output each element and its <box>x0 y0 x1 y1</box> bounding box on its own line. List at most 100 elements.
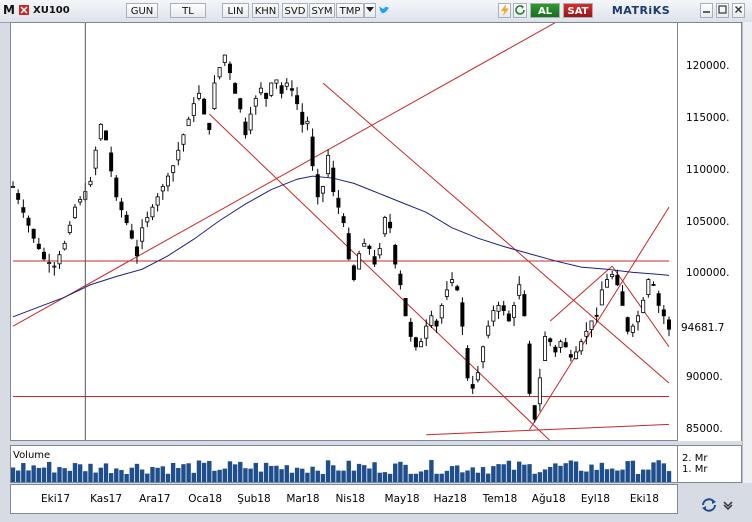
candle-body <box>191 103 196 116</box>
volume-bar <box>325 460 331 482</box>
date-tick-label: May18 <box>384 493 420 505</box>
date-tick-label: Eki18 <box>629 493 659 505</box>
volume-bar <box>506 460 512 482</box>
candle-body <box>610 273 615 277</box>
volume-bar <box>547 466 553 482</box>
settings-arrow-icon[interactable] <box>722 499 736 511</box>
candle-body <box>269 82 274 96</box>
volume-bar <box>77 464 83 482</box>
volume-bar <box>52 472 57 482</box>
candle-body <box>145 217 150 223</box>
trendline-3 <box>426 423 670 436</box>
candle-body <box>186 118 191 127</box>
price-tick-label: 85000. <box>686 422 723 435</box>
trendline-5 <box>208 113 551 440</box>
volume-bar <box>424 469 429 482</box>
currency-button[interactable]: TL <box>170 3 206 18</box>
volume-bar <box>553 463 558 482</box>
khn-button[interactable]: KHN <box>252 3 279 18</box>
price-tick-label: 115000. <box>686 112 730 125</box>
sym-button[interactable]: SYM <box>309 3 335 18</box>
lightning-icon[interactable] <box>498 3 511 18</box>
candle-body <box>57 254 62 265</box>
volume-bar <box>609 468 615 482</box>
volume-axis: 2. Mr 1. Mr <box>678 445 742 483</box>
candle-body <box>424 325 429 339</box>
maximize-button[interactable] <box>716 3 729 18</box>
symbol-field[interactable]: XU100 <box>33 5 70 16</box>
tmp-button[interactable]: TMP <box>336 3 364 18</box>
volume-bar <box>31 465 36 482</box>
volume-bar <box>248 468 253 482</box>
candle-body <box>264 92 269 99</box>
volume-bar <box>496 464 501 482</box>
volume-bar <box>346 460 351 482</box>
volume-bar <box>11 467 16 482</box>
candle-body <box>129 230 134 239</box>
volume-bar <box>191 472 196 482</box>
sync-icon[interactable] <box>700 496 718 514</box>
volume-bar <box>274 465 279 482</box>
volume-panel[interactable]: Volume <box>10 445 678 483</box>
twitter-icon[interactable] <box>377 3 391 18</box>
volume-svg <box>11 460 672 482</box>
candle-body <box>98 123 103 140</box>
volume-bar <box>517 461 522 482</box>
dropdown-arrow-icon[interactable] <box>364 3 376 18</box>
candle-body <box>537 377 542 405</box>
volume-bar <box>486 473 491 482</box>
candle-body <box>341 216 346 224</box>
settings-icon[interactable] <box>18 3 30 18</box>
candle-body <box>543 336 548 361</box>
volume-bar <box>170 462 176 482</box>
candle-body <box>563 342 568 348</box>
volume-bar <box>387 473 393 482</box>
volume-bar <box>568 460 574 482</box>
price-tick-label: 100000. <box>686 267 730 280</box>
price-chart[interactable] <box>10 22 678 441</box>
volume-bar <box>57 467 62 482</box>
price-chart-svg[interactable] <box>11 23 678 441</box>
volume-bar <box>269 465 274 482</box>
volume-bar <box>377 472 382 482</box>
candle-body <box>532 405 537 420</box>
refresh-icon[interactable] <box>513 3 527 18</box>
volume-bar <box>98 467 104 482</box>
candle-body <box>336 197 341 208</box>
volume-bar <box>439 473 444 482</box>
volume-bar <box>93 472 98 482</box>
candle-body <box>202 98 207 115</box>
candle-body <box>119 201 124 211</box>
period-button[interactable]: GUN <box>126 3 158 18</box>
candle-body <box>62 242 67 250</box>
volume-bar <box>62 468 67 482</box>
date-tick-label: Tem18 <box>482 493 518 505</box>
app-logo: M <box>3 3 15 17</box>
date-tick-label: Nis18 <box>335 493 366 505</box>
volume-bar <box>41 467 47 482</box>
date-tick-label: Ara17 <box>139 493 171 505</box>
candle-body <box>21 207 26 213</box>
sell-button[interactable]: SAT <box>563 3 593 18</box>
candle-body <box>506 313 511 322</box>
close-button[interactable] <box>732 3 745 18</box>
volume-bar <box>527 464 532 482</box>
volume-bar <box>83 471 88 482</box>
candle-body <box>599 289 604 306</box>
scale-button[interactable]: LIN <box>222 3 249 18</box>
volume-bar <box>253 462 258 482</box>
candle-body <box>460 302 465 327</box>
candle-body <box>651 284 656 286</box>
svd-button[interactable]: SVD <box>282 3 308 18</box>
candle-body <box>248 113 253 131</box>
price-tick-label: 90000. <box>686 370 723 383</box>
candle-body <box>109 152 114 172</box>
volume-bar <box>630 460 636 482</box>
minimize-button[interactable] <box>700 3 713 18</box>
volume-bar <box>300 468 305 482</box>
volume-bar <box>238 461 243 482</box>
buy-button[interactable]: AL <box>530 3 560 18</box>
candle-body <box>47 262 52 264</box>
volume-bar <box>444 470 450 482</box>
vertical-scrollbar[interactable] <box>742 22 752 483</box>
